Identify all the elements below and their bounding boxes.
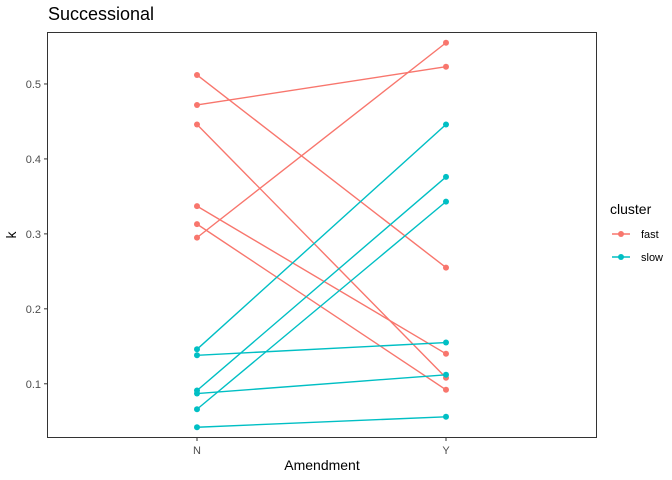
axes: 0.1 0.2 0.3 0.4 0.5 N Y (26, 79, 451, 457)
legend-title: cluster (610, 201, 652, 217)
data-point (443, 371, 449, 378)
series-fast-4 (194, 203, 449, 357)
data-point (194, 101, 200, 108)
data-point (194, 406, 200, 413)
series-fast-5 (194, 221, 449, 393)
data-point (443, 63, 449, 70)
data-point (443, 339, 449, 346)
series-line (196, 223, 447, 391)
series-slow-11 (194, 413, 449, 431)
legend-key-point (618, 254, 624, 260)
y-tick-label: 0.4 (26, 154, 41, 166)
legend: cluster fast slow (610, 201, 663, 264)
series-line (196, 205, 447, 355)
data-point (443, 386, 449, 393)
series-line (196, 66, 447, 106)
series-slow-10 (194, 371, 449, 397)
data-point (194, 121, 200, 128)
y-tick-label: 0.1 (26, 379, 41, 391)
legend-label: fast (641, 229, 659, 241)
data-point (443, 121, 449, 128)
chart-title: Successional (48, 4, 154, 24)
series-slow-9 (194, 339, 449, 359)
data-point (443, 413, 449, 420)
series-slow-6 (194, 121, 449, 353)
legend-entry-slow: slow (612, 252, 663, 264)
series-line (196, 341, 447, 356)
data-point (194, 390, 200, 397)
y-tick-label: 0.3 (26, 229, 41, 241)
series-line (196, 176, 447, 392)
series-line (196, 123, 447, 379)
data-point (194, 221, 200, 228)
y-tick-label: 0.5 (26, 79, 41, 91)
data-marks (194, 39, 449, 431)
data-point (443, 198, 449, 205)
series-line (196, 42, 447, 239)
data-point (194, 203, 200, 210)
data-point (194, 424, 200, 431)
data-point (443, 39, 449, 46)
data-point (194, 346, 200, 353)
legend-label: slow (641, 252, 663, 264)
series-line (196, 374, 447, 395)
data-point (194, 71, 200, 78)
series-slow-8 (194, 198, 449, 413)
series-fast-1 (194, 63, 449, 108)
data-point (443, 173, 449, 180)
series-fast-0 (194, 39, 449, 241)
series-line (196, 201, 447, 410)
data-point (443, 264, 449, 271)
x-tick-label: Y (442, 445, 450, 457)
x-tick-label: N (193, 445, 201, 457)
y-axis-title: k (3, 231, 19, 239)
data-point (194, 352, 200, 359)
y-tick-label: 0.2 (26, 304, 41, 316)
data-point (443, 350, 449, 357)
x-axis-title: Amendment (284, 457, 360, 473)
plot-panel (47, 32, 597, 438)
series-line (196, 123, 447, 350)
legend-key-point (618, 231, 624, 237)
series-line (196, 416, 447, 428)
data-point (194, 234, 200, 241)
legend-entry-fast: fast (612, 229, 659, 241)
